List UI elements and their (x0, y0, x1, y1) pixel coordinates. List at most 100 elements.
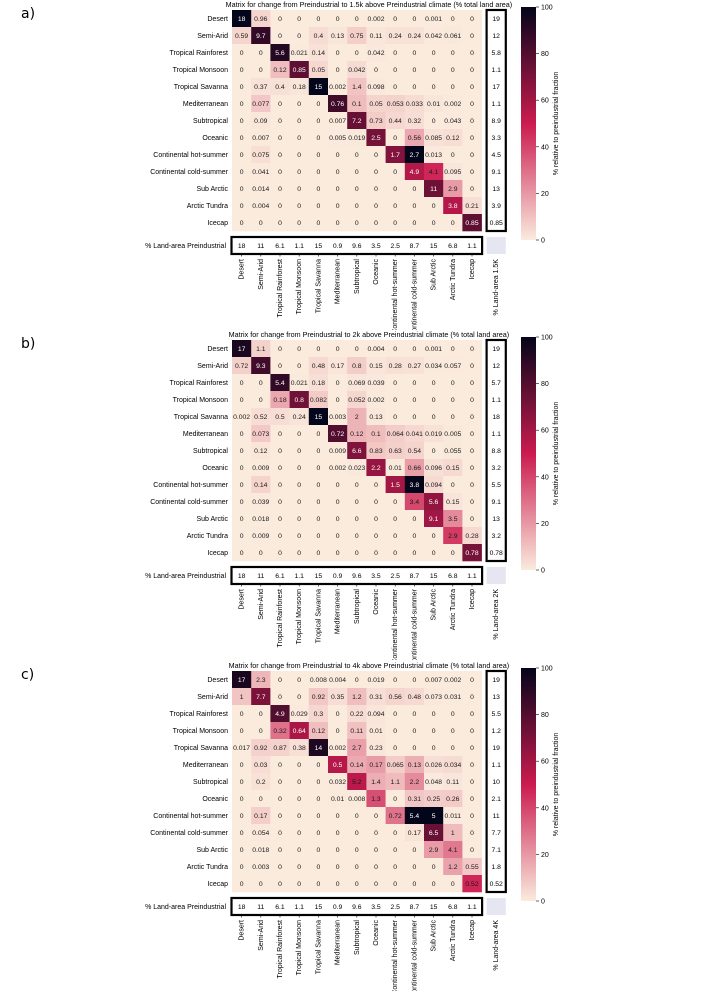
future-area-value: 7.7 (491, 830, 501, 837)
cell-value-label: 0.065 (387, 762, 404, 769)
cell-value-label: 0 (336, 186, 340, 193)
heatmap-cell (270, 527, 290, 545)
cell-value-label: 0.21 (465, 203, 478, 210)
cell-value-label: 0.17 (408, 830, 421, 837)
heatmap-cell (404, 78, 425, 96)
heatmap-cell (251, 773, 271, 791)
cell-value-label: 2.9 (448, 186, 458, 193)
x-tick-label: Tropical Monsoon (296, 920, 303, 975)
cell-value-label: 0.05 (312, 67, 325, 74)
heatmap-cell (289, 391, 310, 409)
heatmap-cell (347, 95, 367, 113)
x-tick-label: Desert (239, 259, 246, 280)
heatmap-cell (232, 459, 252, 477)
heatmap-cell (443, 112, 463, 130)
heatmap-cell (443, 824, 463, 842)
x-tick-label: Continental cold-summer (411, 258, 418, 330)
cell-value-label: 0 (451, 67, 455, 74)
heatmap-cell (232, 112, 252, 130)
heatmap-cell (366, 493, 386, 511)
x-tick-label: Continental hot-summer (392, 258, 399, 330)
heatmap-cell (443, 391, 463, 409)
row-label: Oceanic (202, 465, 228, 472)
heatmap-cell (289, 875, 310, 893)
cell-value-label: 0 (336, 220, 340, 227)
heatmap-cell (308, 705, 329, 723)
heatmap-cell (308, 78, 329, 96)
cell-value-label: 0.082 (310, 397, 327, 404)
heatmap-cell (328, 357, 348, 375)
x-tick-label: Mediterranean (335, 920, 342, 965)
cell-value-label: 0.021 (291, 380, 308, 387)
colorbar-tick-label: 40 (541, 144, 549, 151)
heatmap-cell (270, 688, 290, 706)
heatmap-cell (404, 10, 425, 28)
cell-value-label: 3.5 (448, 516, 458, 523)
heatmap-cell (462, 476, 482, 494)
cell-value-label: 0 (240, 118, 244, 125)
heatmap-cell (232, 197, 252, 215)
cell-value-label: 0 (393, 847, 397, 854)
heatmap-cell (443, 807, 463, 825)
cell-value-label: 0 (393, 881, 397, 888)
heatmap-cell (462, 841, 482, 859)
cell-value-label: 0 (278, 33, 282, 40)
heatmap-cell (443, 773, 463, 791)
heatmap-cell (424, 214, 444, 232)
cell-value-label: 0 (470, 101, 474, 108)
future-area-value: 0.85 (490, 220, 503, 227)
cell-value-label: 0 (240, 881, 244, 888)
future-area-value: 19 (492, 677, 500, 684)
heatmap-cell (462, 493, 482, 511)
heatmap-cell (308, 408, 329, 426)
preindustrial-value: 15 (315, 904, 323, 911)
future-column-label: % Land-area 2K (493, 589, 500, 640)
heatmap-cell (424, 129, 444, 147)
cell-value-label: 0.002 (367, 397, 384, 404)
heatmap-cell (366, 722, 386, 740)
cell-value-label: 0 (297, 363, 301, 370)
heatmap-cell (232, 10, 252, 28)
cell-value-label: 0.66 (408, 465, 421, 472)
heatmap-cell (328, 858, 348, 876)
heatmap-cell (251, 391, 271, 409)
cell-value-label: 0 (432, 84, 436, 91)
heatmap-cell (251, 425, 271, 443)
heatmap-cell (270, 790, 290, 808)
cell-value-label: 0 (317, 118, 321, 125)
heatmap-cell (308, 773, 329, 791)
heatmap-cell (366, 95, 386, 113)
heatmap-cell (462, 790, 482, 808)
heatmap-cell (270, 374, 290, 392)
cell-value-label: 0 (451, 745, 455, 752)
heatmap-cell (366, 459, 386, 477)
cell-value-label: 0 (470, 33, 474, 40)
heatmap-cell (462, 875, 482, 893)
heatmap-cell (308, 807, 329, 825)
cell-value-label: 0 (432, 533, 436, 540)
heatmap-cell (347, 790, 367, 808)
cell-value-label: 0 (470, 465, 474, 472)
heatmap-cell (328, 442, 348, 460)
cell-value-label: 0 (240, 847, 244, 854)
heatmap-cell (347, 739, 367, 757)
heatmap-cell (347, 756, 367, 774)
heatmap-cell (251, 688, 271, 706)
cell-value-label: 0 (240, 380, 244, 387)
heatmap-cell (366, 27, 386, 45)
heatmap-cell (424, 197, 444, 215)
cell-value-label: 0 (470, 169, 474, 176)
heatmap-cell (366, 688, 386, 706)
heatmap-cell (366, 44, 386, 62)
cell-value-label: 0 (259, 220, 263, 227)
heatmap-cell (404, 841, 425, 859)
heatmap-cell (232, 27, 252, 45)
cell-value-label: 0.27 (408, 363, 421, 370)
cell-value-label: 1.4 (352, 84, 362, 91)
heatmap-cell (289, 357, 310, 375)
heatmap-cell (251, 756, 271, 774)
cell-value-label: 0.085 (425, 135, 442, 142)
heatmap-cell (270, 739, 290, 757)
cell-value-label: 0.018 (252, 516, 269, 523)
cell-value-label: 0.01 (331, 796, 344, 803)
